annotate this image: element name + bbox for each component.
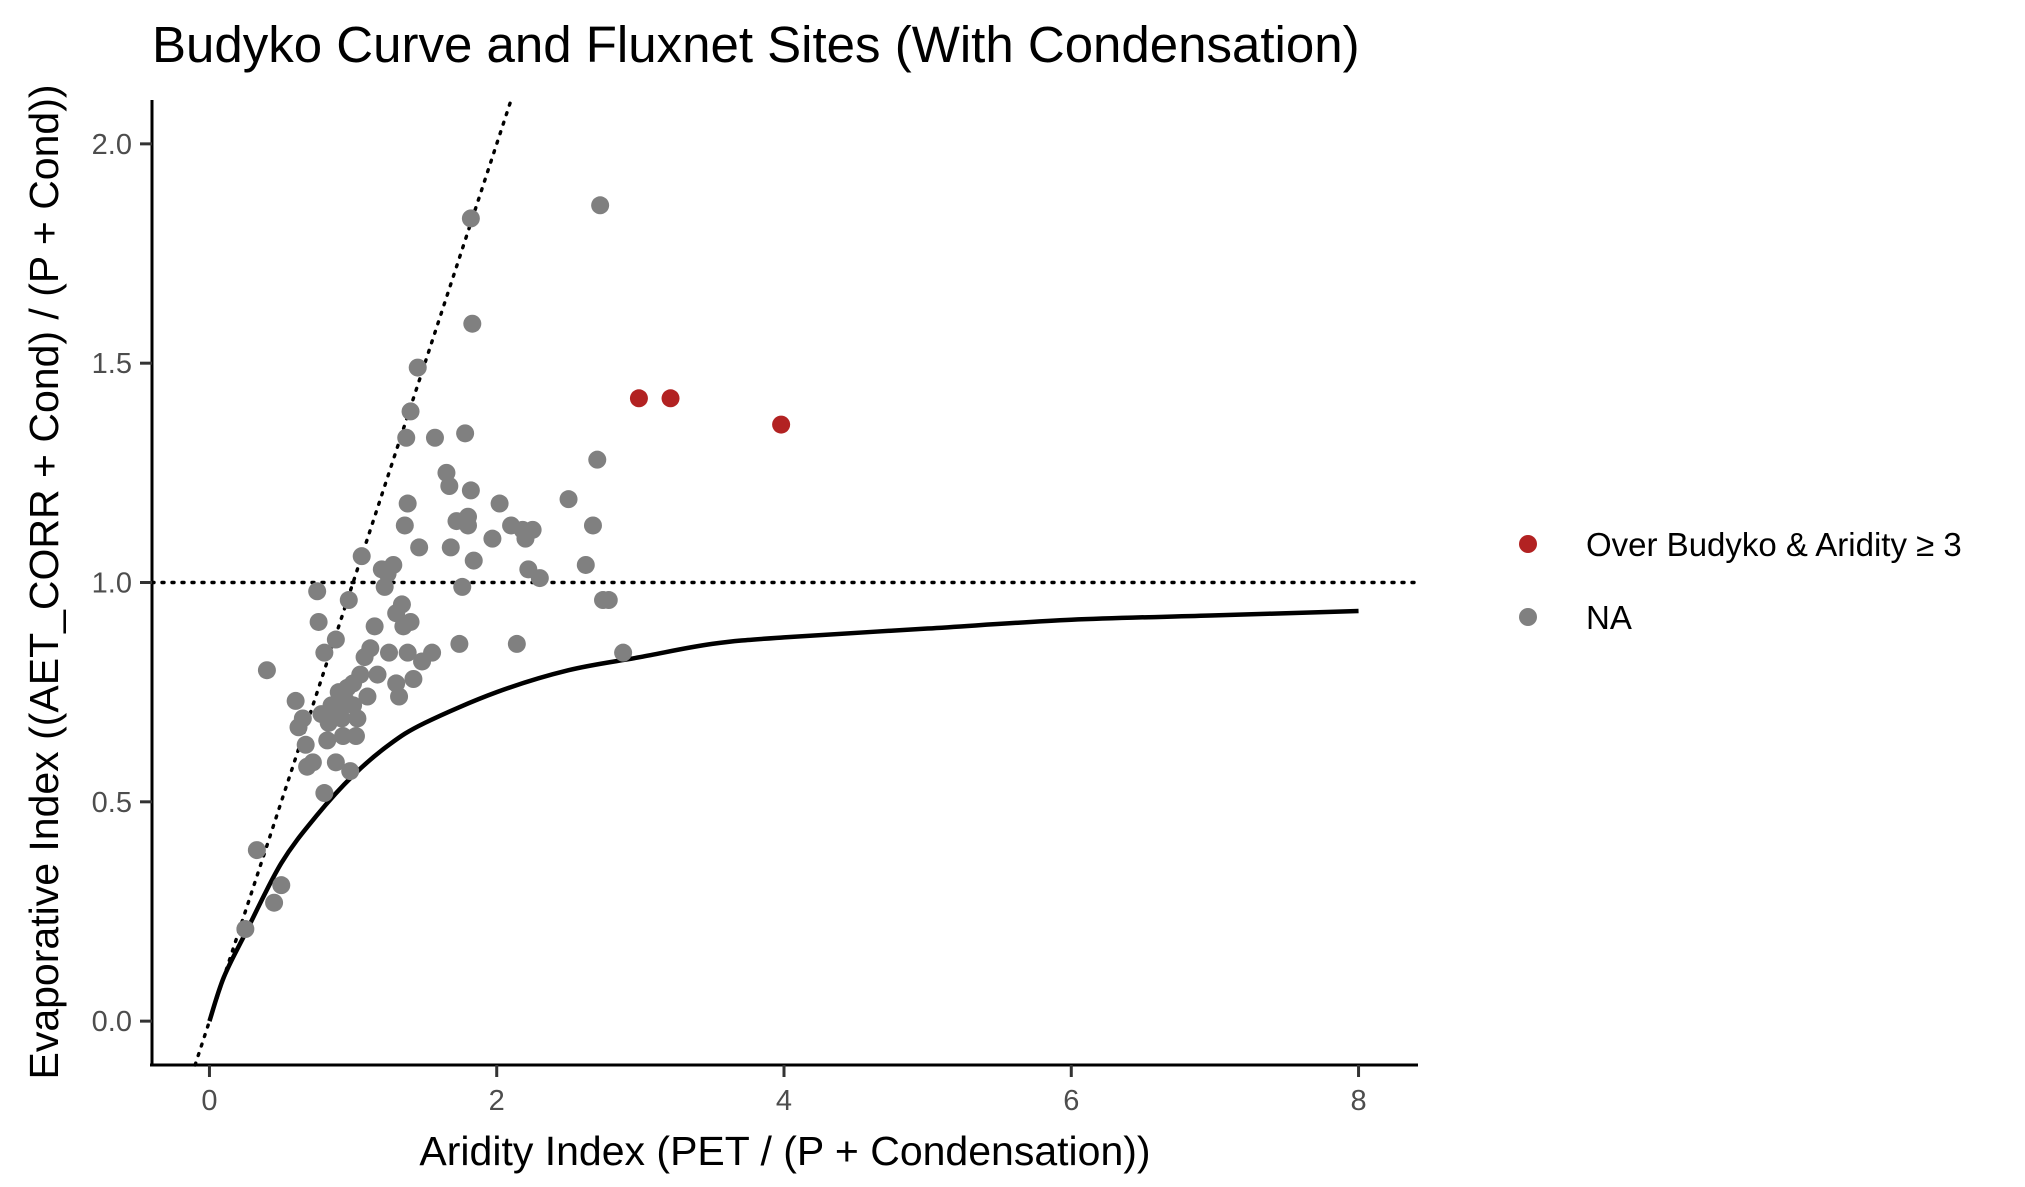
x-tick-label: 2 [489, 1085, 505, 1117]
legend-key-over-budyko [1519, 535, 1537, 553]
data-point-na [303, 753, 322, 772]
legend-label-over-budyko: Over Budyko & Aridity ≥ 3 [1586, 526, 1962, 563]
data-point-over-budyko [772, 415, 791, 434]
data-point-na [341, 762, 360, 781]
data-point-na [440, 477, 459, 495]
data-point-na [384, 555, 403, 574]
data-point-na [576, 555, 595, 574]
x-tick-label: 0 [201, 1085, 217, 1117]
data-point-na [326, 630, 345, 649]
data-point-na [523, 520, 542, 539]
data-point-na [483, 529, 502, 548]
data-point-na [591, 196, 610, 215]
x-tick-label: 6 [1063, 1085, 1079, 1117]
data-point-na [358, 687, 377, 706]
data-point-na [398, 494, 417, 513]
data-point-na [410, 538, 429, 557]
data-point-na [368, 665, 387, 684]
data-point-na [464, 551, 483, 570]
scatter-points [236, 196, 791, 939]
legend: Over Budyko & Aridity ≥ 3 NA [1519, 526, 1962, 636]
data-point-na [392, 595, 411, 614]
data-point-na [332, 709, 351, 728]
data-point-na [401, 402, 420, 421]
data-point-over-budyko [661, 389, 680, 408]
data-point-na [507, 634, 526, 653]
data-point-na [293, 709, 312, 728]
plot-area [150, 98, 1418, 1067]
y-axis-label: Evaporative Index ((AET_CORR + Cond) / (… [21, 84, 67, 1079]
data-point-na [459, 516, 477, 535]
legend-label-na: NA [1586, 599, 1632, 636]
data-point-na [453, 577, 472, 596]
data-point-na [315, 643, 334, 662]
y-tick-label: 1.5 [92, 348, 132, 380]
data-point-na [315, 784, 334, 803]
x-tick-label: 8 [1350, 1085, 1366, 1117]
data-point-na [408, 358, 427, 377]
data-point-na [450, 634, 469, 653]
data-point-na [257, 661, 276, 680]
data-point-na [286, 691, 305, 710]
data-point-na [351, 665, 370, 684]
budyko-curve-line [207, 608, 1359, 1022]
data-point-na [308, 582, 327, 601]
data-point-na [247, 841, 266, 860]
data-point-na [456, 424, 475, 443]
x-tick-label: 4 [776, 1085, 792, 1117]
data-point-na [309, 612, 328, 631]
data-point-over-budyko [629, 389, 648, 408]
data-point-na [461, 481, 480, 500]
data-point-na [296, 735, 315, 754]
data-point-na [398, 643, 417, 662]
data-point-na [236, 920, 255, 939]
data-point-na [390, 687, 409, 706]
data-point-na [614, 643, 633, 662]
data-point-na [401, 612, 420, 631]
y-tick-label: 0.5 [92, 787, 132, 819]
data-point-na [326, 753, 345, 772]
data-point-na [348, 709, 367, 728]
data-point-na [346, 727, 365, 746]
data-point-na [339, 591, 358, 610]
data-point-na [423, 643, 442, 662]
data-point-na [404, 670, 423, 688]
data-point-na [365, 617, 384, 636]
legend-key-na [1519, 608, 1537, 626]
data-point-na [352, 547, 371, 566]
data-point-na [425, 428, 444, 447]
data-point-na [530, 569, 549, 588]
data-point-na [334, 727, 353, 746]
x-axis-label: Aridity Index (PET / (P + Condensation)) [419, 1128, 1150, 1174]
data-point-na [490, 494, 509, 513]
y-tick-label: 0.0 [92, 1006, 132, 1038]
data-point-na [588, 450, 607, 469]
data-point-na [441, 538, 460, 557]
x-axis-ticks: 0 2 4 6 8 [201, 1065, 1367, 1117]
data-point-na [265, 893, 284, 912]
reference-line-energy-limit [193, 98, 513, 1067]
data-point-na [397, 428, 416, 447]
y-tick-label: 1.0 [92, 568, 132, 600]
data-point-na [599, 591, 618, 610]
data-point-na [380, 643, 398, 662]
data-point-na [272, 876, 291, 895]
data-point-na [463, 314, 482, 333]
y-tick-label: 2.0 [92, 129, 132, 161]
data-point-na [395, 516, 414, 535]
data-point-na [361, 639, 380, 658]
y-axis-ticks: 0.0 0.5 1.0 1.5 2.0 [92, 129, 152, 1038]
data-point-na [318, 731, 337, 750]
data-point-na [583, 516, 602, 535]
data-point-na [461, 209, 480, 228]
chart-title: Budyko Curve and Fluxnet Sites (With Con… [152, 16, 1360, 73]
data-point-na [559, 490, 578, 509]
